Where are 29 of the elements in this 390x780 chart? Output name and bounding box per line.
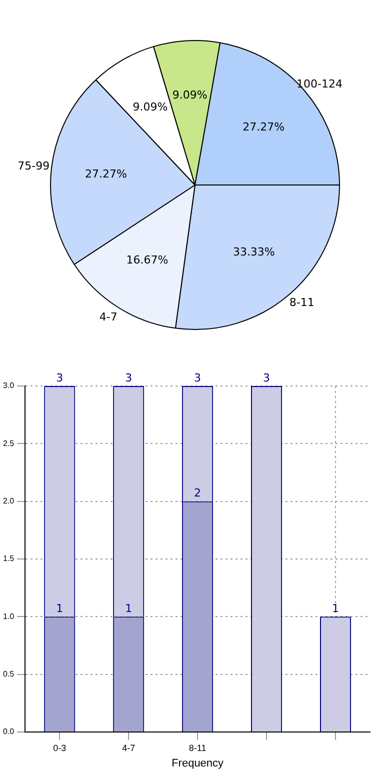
total-label: 3 [194, 371, 202, 384]
data-label: 2 [194, 486, 202, 500]
data-label: 33.33% [232, 245, 275, 258]
slice-label: 4-7 [99, 310, 118, 324]
y-tick-label: 2.5 [2, 438, 15, 448]
data-label: 9.09% [172, 88, 208, 102]
y-tick-label: 0.5 [2, 670, 15, 679]
total-label: 3 [56, 371, 64, 384]
total-label: 3 [263, 371, 270, 384]
data-label: 16.67% [126, 254, 168, 267]
y-tick-label: 0.0 [2, 727, 15, 736]
data-label: 27.27% [242, 120, 285, 134]
slice-label: 100-124 [296, 77, 342, 90]
data-label: 27.27% [85, 167, 127, 180]
x-axis-title: Frequency [172, 757, 224, 770]
total-label: 3 [125, 371, 132, 384]
y-tick-label: 1.5 [2, 554, 15, 564]
slice-label: 75-99 [18, 160, 50, 173]
data-label: 1 [56, 602, 64, 616]
slice-label: 8-11 [289, 296, 314, 309]
data-label: 9.09% [132, 100, 168, 114]
data-label: 1 [125, 602, 132, 616]
y-tick-label: 2.0 [2, 496, 15, 506]
x-tick-label: 4-7 [122, 742, 136, 753]
total-label: 1 [332, 602, 340, 616]
x-tick-label: 8-11 [188, 742, 206, 753]
x-tick-label: 0-3 [53, 742, 66, 753]
y-tick-label: 1.0 [2, 612, 15, 621]
y-tick-label: 3.0 [2, 381, 15, 390]
